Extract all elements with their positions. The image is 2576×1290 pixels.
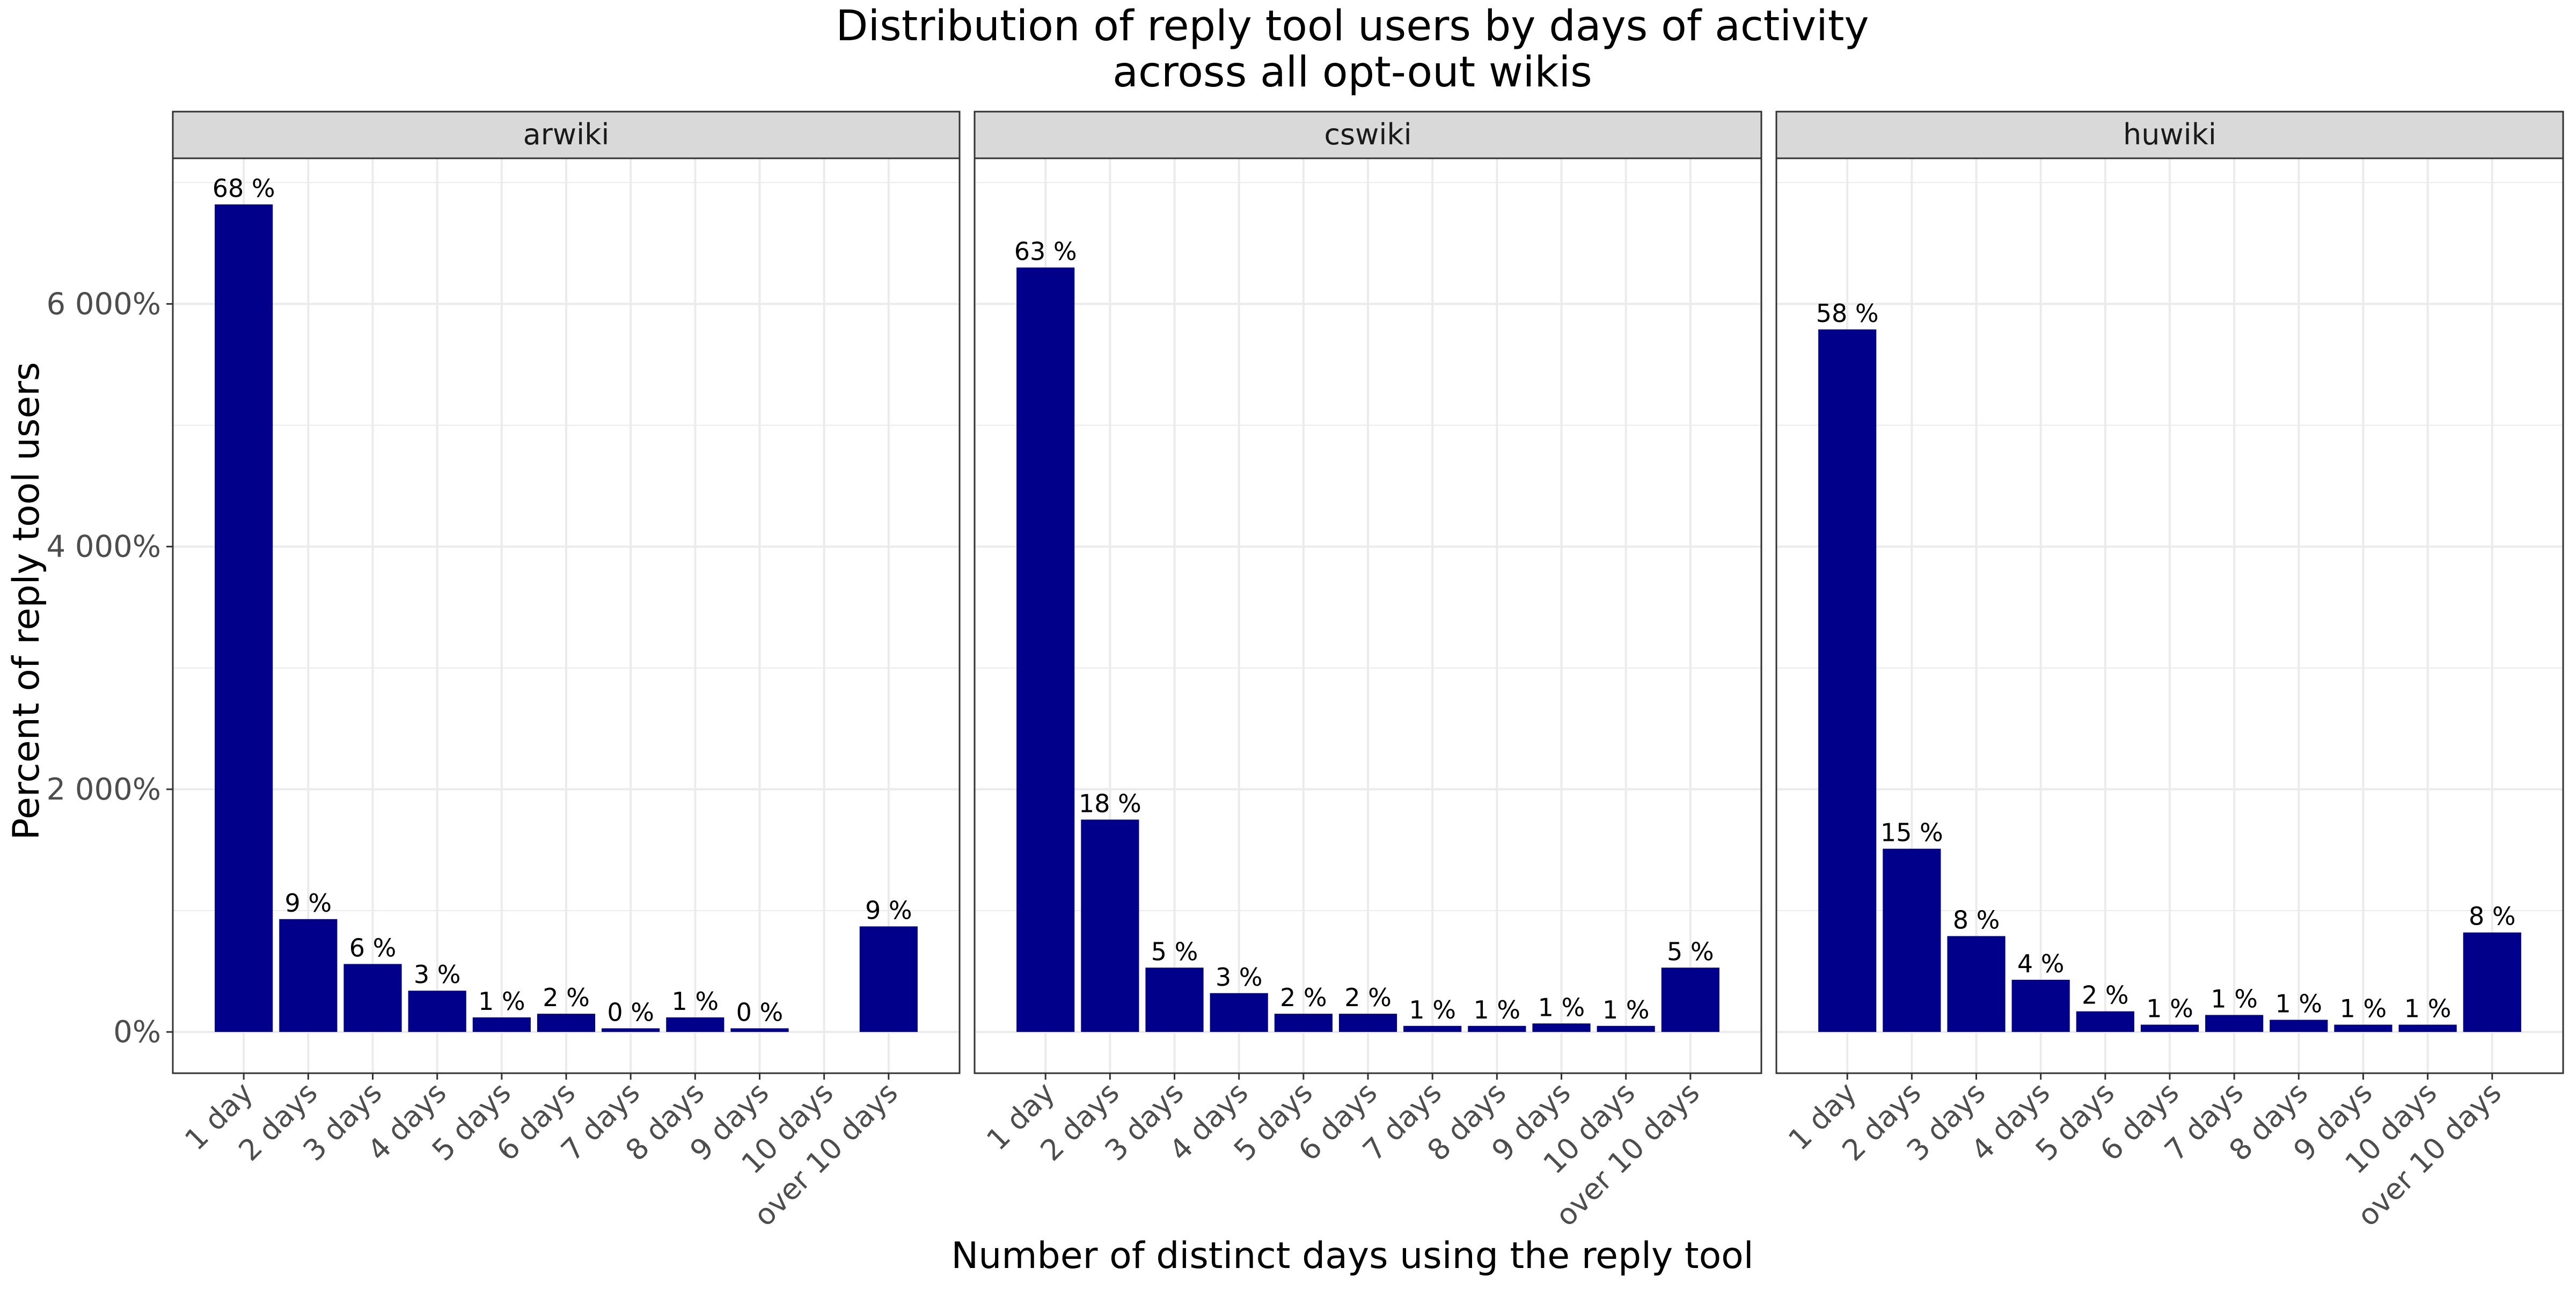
bar	[1532, 1023, 1591, 1032]
plot-layer: 0% 2 000% 4 000% 6 000% 68 % 9 % 6 % 3 % 1 % 2 % 0…	[46, 111, 2564, 1233]
bar-data-label: 5 %	[1667, 937, 1714, 966]
bar	[1145, 967, 1204, 1032]
bar-data-label: 63 %	[1014, 237, 1077, 266]
bar-data-label: 8 %	[2469, 902, 2516, 931]
bar	[602, 1028, 660, 1032]
bar-data-label: 9 %	[285, 889, 332, 918]
y-tick-label: 0%	[113, 1015, 161, 1050]
bar-data-label: 4 %	[2017, 949, 2065, 978]
bar	[279, 919, 338, 1032]
bar-data-label: 18 %	[1079, 789, 1141, 818]
bar-data-label: 1 %	[478, 987, 525, 1016]
x-axis-label: Number of distinct days using the reply …	[951, 1235, 1753, 1277]
bar-data-label: 6 %	[349, 933, 397, 962]
bar	[1338, 1014, 1397, 1032]
facet-strip-label: huwiki	[2123, 118, 2216, 151]
bar-data-label: 2 %	[1344, 983, 1392, 1012]
bar	[537, 1014, 596, 1032]
bar	[2140, 1024, 2199, 1032]
bar	[2463, 932, 2521, 1032]
bar	[2334, 1024, 2392, 1032]
y-tick-label: 6 000%	[46, 287, 161, 321]
chart-title-line: across all opt-out wikis	[1113, 48, 1592, 97]
bar-data-label: 1 %	[1602, 995, 1650, 1024]
bar-data-label: 1 %	[1409, 995, 1456, 1024]
bar-data-label: 9 %	[865, 896, 912, 925]
bar-data-label: 1 %	[1474, 995, 1521, 1024]
bar	[1403, 1025, 1462, 1032]
bar	[1081, 819, 1139, 1032]
chart-title-line: Distribution of reply tool users by days…	[836, 2, 1869, 50]
bar	[408, 991, 466, 1032]
facet-strip	[974, 111, 1762, 159]
bar	[2398, 1024, 2457, 1032]
bar-data-label: 8 %	[1953, 905, 2000, 934]
chart-title: Distribution of reply tool users by days…	[836, 2, 1869, 97]
bar	[1883, 848, 1941, 1032]
bar	[215, 204, 273, 1032]
bar-data-label: 5 %	[1151, 937, 1198, 966]
bar-data-label: 2 %	[543, 983, 590, 1012]
bar-data-label: 3 %	[414, 960, 461, 989]
bar	[859, 926, 918, 1032]
bar-data-label: 0 %	[607, 998, 654, 1027]
bar	[2205, 1015, 2264, 1032]
bar-data-label: 2 %	[2082, 981, 2129, 1010]
bar	[730, 1028, 789, 1032]
bar	[2076, 1011, 2134, 1032]
bar-data-label: 1 %	[2404, 994, 2451, 1023]
facet-strip-label: cswiki	[1324, 118, 1411, 151]
y-axis-label: Percent of reply tool users	[5, 362, 48, 840]
bar-data-label: 1 %	[2211, 984, 2258, 1013]
bar	[666, 1017, 724, 1032]
bar	[1016, 267, 1075, 1032]
bar-data-label: 3 %	[1216, 963, 1263, 992]
bar-data-label: 58 %	[1816, 299, 1879, 328]
bar-data-label: 1 %	[1538, 993, 1585, 1022]
bar	[1210, 993, 1268, 1032]
y-tick-label: 2 000%	[46, 772, 161, 807]
bar-data-label: 15 %	[1880, 818, 1943, 847]
bar	[343, 964, 402, 1032]
bar	[2011, 979, 2070, 1032]
bar	[1947, 936, 2006, 1032]
facet-strip	[172, 111, 961, 159]
bar-data-label: 68 %	[213, 174, 275, 203]
bar	[1818, 329, 1877, 1032]
facet-strip	[1775, 111, 2564, 159]
facet-strip-label: arwiki	[523, 118, 610, 151]
bar-data-label: 1 %	[2146, 994, 2193, 1023]
bar	[1468, 1025, 1526, 1032]
bar-data-label: 1 %	[672, 987, 719, 1016]
bar-data-label: 1 %	[2340, 994, 2387, 1023]
bar-data-label: 2 %	[1280, 983, 1327, 1012]
bar	[1274, 1014, 1333, 1032]
bar	[1661, 967, 1719, 1032]
bar	[1597, 1025, 1655, 1032]
y-tick-label: 4 000%	[46, 530, 161, 565]
bar-data-label: 1 %	[2275, 990, 2323, 1018]
bar-data-label: 0 %	[736, 998, 784, 1027]
bar	[472, 1017, 531, 1032]
bar	[2270, 1020, 2328, 1032]
